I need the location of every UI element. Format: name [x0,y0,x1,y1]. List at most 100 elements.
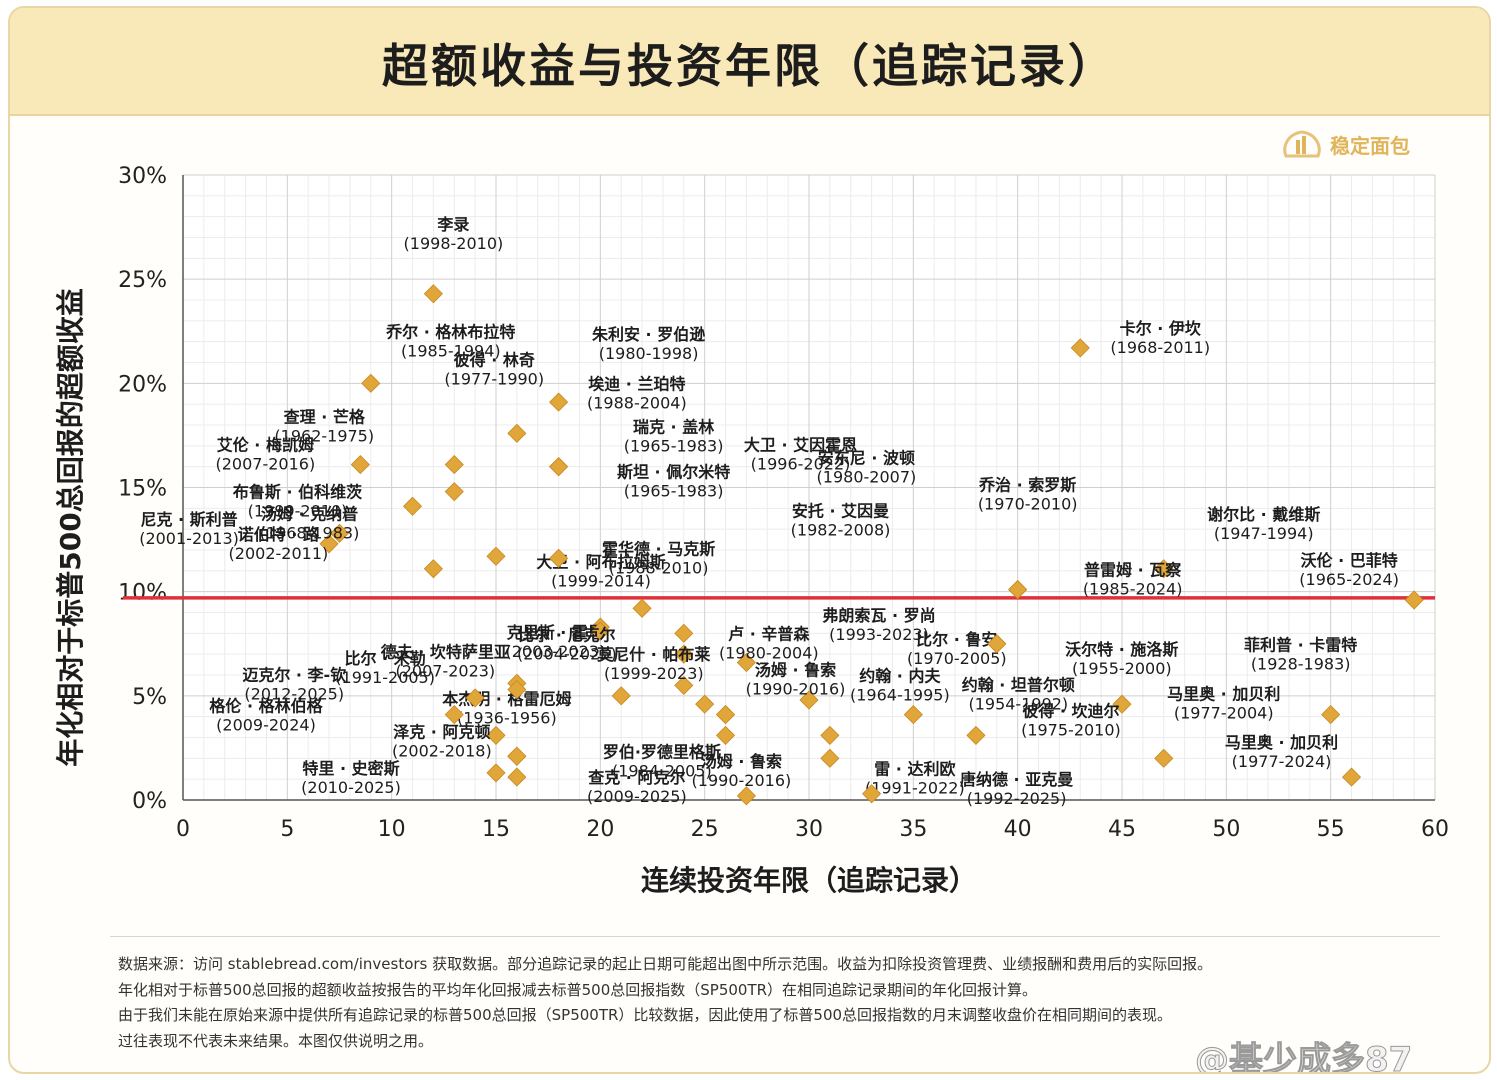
point-label-name: 雷 · 达利欧 [874,759,955,778]
x-tick-label: 0 [176,817,190,842]
data-point [549,548,569,568]
point-label-name: 瑞克 · 盖林 [633,418,714,437]
point-label-name: 霍华德 · 马克斯 [602,539,715,558]
data-point [507,680,527,700]
footnotes: 数据来源：访问 stablebread.com/investors 获取数据。部… [118,952,1448,1054]
point-label-name: 大卫 · 艾因霍恩 [744,436,857,455]
point-label-name: 诺伯特 · 路 [238,525,320,544]
point-label-name: 比尔 · 尼克尔 [518,626,615,645]
point-label-period: (1999-2023) [604,664,704,683]
data-point [799,690,819,710]
data-point [549,457,569,477]
point-label-period: (2004-2025) [517,645,617,664]
footnote: 过往表现不代表未来结果。本图仅供说明之用。 [118,1031,434,1050]
point-label-name: 比尔 · 鲁安 [916,630,997,649]
y-tick-label: 30% [118,164,167,189]
point-label-name: 比尔 · 米勒 [345,649,426,668]
point-label-period: (2007-2023) [395,661,495,680]
point-label-period: (1968-2011) [1110,338,1210,357]
x-tick-label: 10 [378,817,406,842]
point-label-name: 约翰 · 坦普尔顿 [962,676,1075,695]
data-point [862,784,882,804]
data-point [736,652,756,673]
point-label-period: (1988-2010) [609,558,709,577]
point-label-period: (1955-2000) [1072,659,1172,678]
point-label-name: 特里 · 史密斯 [302,759,399,778]
point-label-name: 乔尔 · 格林布拉特 [385,322,515,341]
point-label-period: (1984-2005) [612,761,712,780]
point-label-period: (2010-2025) [301,778,401,797]
point-label-period: (1991-2022) [865,778,965,797]
point-label-period: (1980-2007) [817,468,917,487]
point-label-period: (1992-2025) [967,789,1067,808]
point-label-period: (1990-2016) [746,680,846,699]
data-point [507,746,527,766]
point-label-name: 迈克尔 · 李-钦 [242,666,346,685]
y-tick-label: 25% [118,268,167,293]
x-tick-label: 25 [691,817,719,842]
point-label-period: (2009-2024) [216,715,316,734]
point-label-period: (1985-2024) [1083,580,1183,599]
point-label-name: 埃迪 · 兰珀特 [588,374,685,393]
data-point [423,284,443,304]
point-label-period: (1991-2005) [335,668,435,687]
point-label-name: 德夫 · 坎特萨里亚 [381,642,510,661]
data-point [465,688,485,708]
data-point [549,392,569,412]
point-label-name: 格伦 · 格林伯格 [209,696,323,715]
point-label-name: 约翰 · 内夫 [859,666,941,685]
data-point [507,423,527,443]
footnote: 由于我们未能在原始来源中提供所有追踪记录的标普500总回报（SP500TR）比较… [118,1006,1173,1024]
data-point [402,496,423,516]
point-label-name: 乔治 · 索罗斯 [978,476,1076,495]
chart-title: 超额收益与投资年限（追踪记录） [382,39,1117,93]
x-axis-title: 连续投资年限（追踪记录） [641,864,977,897]
y-tick-label: 10% [118,581,167,606]
point-label-period: (1964-1995) [850,685,950,704]
point-label-name: 普雷姆 · 瓦察 [1084,561,1182,580]
data-point [1154,559,1174,579]
point-label-period: (2002-2011) [229,544,329,563]
data-point [674,644,694,664]
point-label-period: (1965-1983) [624,437,724,456]
data-point [319,534,339,554]
title-band: 超额收益与投资年限（追踪记录） [10,8,1489,116]
x-tick-label: 40 [1004,817,1032,842]
point-label-period: (1970-2010) [978,495,1078,514]
point-label-name: 查理 · 芒格 [284,408,366,427]
point-label-name: 罗伯·罗德里格斯 [603,742,721,761]
x-tick-label: 15 [482,817,510,842]
data-point [632,598,652,618]
point-label-period: (1996-2022) [751,455,851,474]
point-label-period: (2012-2025) [244,685,344,704]
data-point [444,705,464,725]
data-point [820,748,840,768]
data-point [1341,767,1362,787]
data-point [695,694,715,714]
y-tick-label: 0% [132,789,167,814]
data-point [1070,338,1090,358]
point-label-name: 马里奥 · 加贝利 [1225,733,1338,752]
brand-name: 稳定面包 [1330,133,1410,158]
point-label-name: 卡尔 · 伊坎 [1120,319,1201,338]
point-label-period: (1988-2004) [587,393,687,412]
data-point [715,725,736,745]
point-label-name: 大卫 · 阿布拉姆斯 [536,552,665,571]
separator [110,936,1440,937]
point-label-name: 布鲁斯 · 伯科维茨 [233,482,362,501]
point-label-period: (2003-2023) [505,642,605,661]
point-label-name: 卢 · 辛普森 [728,624,810,643]
watermark: @基少成多87 [1194,1040,1413,1074]
point-label-period: (1990-2016) [692,771,792,790]
point-label-period: (2007-2016) [216,455,316,474]
point-label-name: 沃伦 · 巴菲特 [1301,551,1398,570]
point-label-name: 李录 [436,215,469,234]
point-label-name: 泽克 · 阿克顿 [393,722,490,741]
point-label-name: 菲利普 · 卡雷特 [1244,636,1357,655]
point-label-name: 彼得 · 坎迪尔 [1022,701,1119,720]
y-tick-label: 5% [132,685,167,710]
data-point [674,675,694,695]
point-label-period: (1975-2010) [1021,720,1121,739]
point-label-period: (1998-2010) [404,234,504,253]
y-tick-label: 15% [118,477,167,502]
